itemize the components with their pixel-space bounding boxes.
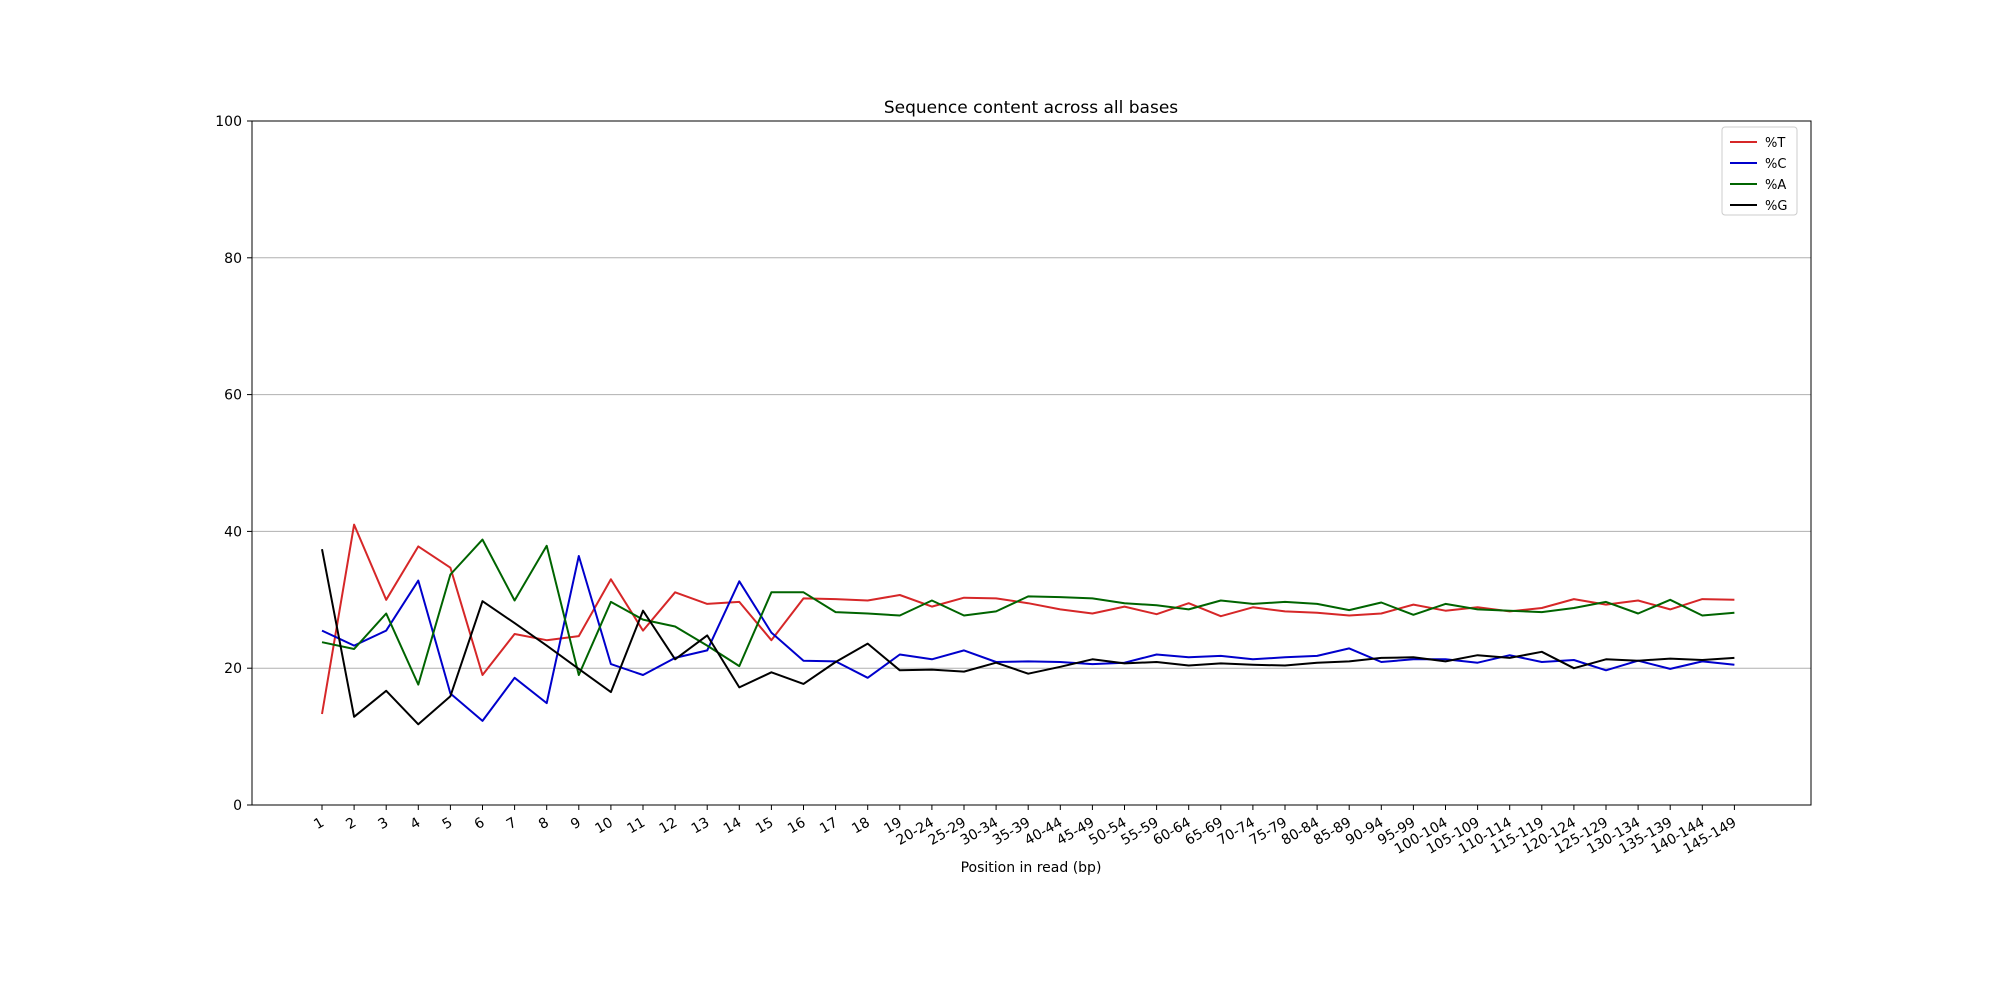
x-tick-label: 10 [592,815,615,838]
y-tick-label: 20 [224,661,242,677]
x-tick-label: 7 [504,815,520,833]
x-axis-title: Position in read (bp) [961,860,1102,876]
x-tick-label: 19 [881,815,904,838]
x-tick-label: 14 [721,815,745,838]
x-tick-label: 3 [375,815,391,833]
legend: %T %C %A %G [1721,126,1798,216]
y-tick-label: 60 [224,388,242,404]
y-tick-label: 80 [224,251,242,267]
x-tick-label: 16 [785,815,809,838]
y-tick-label: 0 [233,798,242,814]
x-axis: 1 2 3 4 5 6 7 8 9 10 11 12 13 14 15 16 17 18 1920-2425-293… [311,805,1739,858]
x-tick-label: 18 [849,815,872,838]
y-tick-label: 100 [215,114,242,130]
x-tick-label: 2 [343,815,359,833]
series-line-pct-a [321,538,1735,686]
x-tick-label: 17 [817,815,840,838]
x-tick-label: 1 [311,815,327,833]
legend-label: %C [1765,157,1786,172]
plot-frame [251,120,1812,806]
x-tick-label: 9 [568,815,584,833]
legend-label: %T [1765,136,1785,151]
x-tick-label: 4 [408,815,424,833]
x-tick-label: 15 [753,815,776,838]
series-line-pct-g [321,549,1735,726]
x-tick-label: 5 [440,815,456,833]
y-axis: 0 20 40 60 80 100 [215,114,252,814]
series-line-pct-t [321,523,1735,715]
legend-label: %G [1765,199,1787,214]
chart-title: Sequence content across all bases [884,98,1178,118]
x-tick-label: 12 [657,815,680,838]
x-tick-label: 6 [472,815,488,833]
series-layer [321,523,1735,726]
y-tick-label: 40 [224,524,242,540]
x-tick-label: 11 [625,815,648,838]
grid-lines [252,257,1811,669]
legend-box [1721,126,1798,216]
x-tick-label: 8 [536,815,552,833]
legend-label: %A [1765,178,1786,193]
x-tick-label: 13 [689,815,712,838]
